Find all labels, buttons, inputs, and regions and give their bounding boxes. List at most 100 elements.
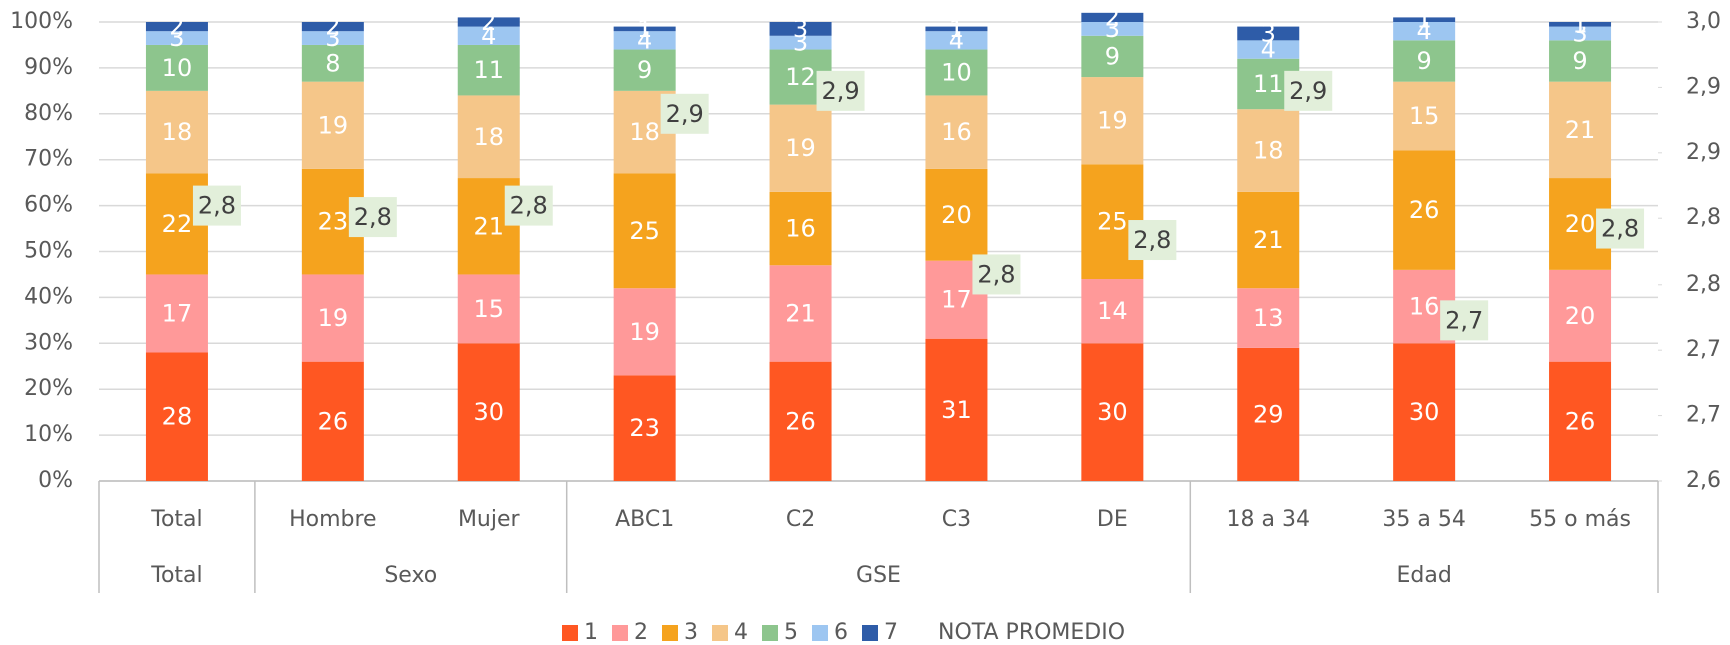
group-label: Edad [1396, 563, 1451, 588]
bar-segment [613, 173, 676, 289]
bar-value-label: 26 [318, 407, 349, 435]
bar-segment [1237, 347, 1300, 481]
bar-segment [1549, 361, 1612, 481]
bar-segment [1393, 40, 1456, 82]
line-value-label: 2,8 [1601, 215, 1639, 243]
bar-segment [1393, 22, 1456, 41]
line-value-label: 2,9 [666, 100, 704, 128]
legend-swatch [762, 625, 778, 641]
legend-swatch [562, 625, 578, 641]
line-value-label: 2,7 [1445, 306, 1483, 334]
bar-value-label: 4 [481, 22, 496, 50]
legend-swatch [662, 625, 678, 641]
line-point-label-box [1128, 220, 1177, 261]
bar-value-label: 2 [1105, 3, 1120, 31]
line-point-label-box [1440, 300, 1489, 341]
bar-segment [925, 31, 988, 50]
bar-segment [1081, 77, 1144, 165]
bar-segment [1237, 26, 1300, 41]
legend-label: 1 [584, 620, 598, 645]
y2-tick-label: 2,7 [1686, 337, 1721, 362]
bar-segment [145, 44, 208, 91]
bar-value-label: 19 [785, 134, 816, 162]
bar-segment [1393, 17, 1456, 22]
y-tick-label: 30% [24, 330, 73, 355]
y-tick-label: 80% [24, 101, 73, 126]
bar-value-label: 30 [1409, 398, 1440, 426]
bar-segment [1237, 40, 1300, 59]
x-tick-label: Hombre [289, 507, 377, 532]
x-tick-label: DE [1097, 507, 1128, 532]
bar-value-label: 11 [1253, 70, 1284, 98]
legend-label: 5 [784, 620, 798, 645]
bar-value-label: 26 [1409, 196, 1440, 224]
bar-segment [925, 95, 988, 169]
bar-segment [145, 352, 208, 481]
legend-label: 3 [684, 620, 698, 645]
x-tick-label: C2 [786, 507, 815, 532]
bar-value-label: 4 [1417, 17, 1432, 45]
line-value-label: 2,8 [354, 203, 392, 231]
y2-tick-label: 2,6 [1686, 468, 1721, 493]
bar-value-label: 18 [473, 123, 504, 151]
bar-value-label: 20 [941, 201, 972, 229]
bar-segment [1393, 150, 1456, 270]
bar-value-label: 11 [473, 56, 504, 84]
bar-segment [145, 274, 208, 353]
line-value-label: 2,8 [198, 192, 236, 220]
bar-value-label: 15 [473, 295, 504, 323]
bar-value-label: 18 [1253, 137, 1284, 165]
x-tick-label: 18 a 34 [1227, 507, 1310, 532]
bar-value-label: 1 [1417, 6, 1432, 34]
line-value-label: 2,8 [977, 260, 1015, 288]
bar-value-label: 13 [1253, 304, 1284, 332]
bar-value-label: 30 [1097, 398, 1128, 426]
bar-value-label: 12 [785, 63, 816, 91]
bar-segment [1549, 81, 1612, 179]
group-label: GSE [856, 563, 901, 588]
bar-segment [1549, 22, 1612, 27]
bar-value-label: 21 [1565, 116, 1596, 144]
line-point-label-box [816, 70, 865, 111]
bar-segment [1081, 343, 1144, 481]
bar-value-label: 9 [637, 56, 652, 84]
bar-segment [457, 44, 520, 96]
y-tick-label: 50% [24, 239, 73, 264]
bar-value-label: 17 [162, 299, 193, 327]
bar-segment [301, 22, 364, 32]
bar-value-label: 10 [162, 54, 193, 82]
bar-segment [925, 49, 988, 96]
y-tick-label: 60% [24, 193, 73, 218]
bar-value-label: 2 [169, 13, 184, 41]
bar-segment [1237, 288, 1300, 348]
line-point-label-box [348, 197, 397, 238]
y-tick-label: 100% [10, 9, 73, 34]
bar-value-label: 2 [481, 8, 496, 36]
bar-value-label: 28 [162, 403, 193, 431]
legend-label: 6 [834, 620, 848, 645]
bar-value-label: 16 [941, 118, 972, 146]
bar-segment [1549, 40, 1612, 82]
bar-segment [457, 17, 520, 27]
y2-tick-label: 2,8 [1686, 272, 1721, 297]
bar-value-label: 1 [1572, 10, 1587, 38]
bar-segment [925, 338, 988, 481]
bar-segment [925, 168, 988, 261]
legend-label: 2 [634, 620, 648, 645]
bar-value-label: 18 [629, 118, 660, 146]
x-tick-label: 35 a 54 [1382, 507, 1465, 532]
x-tick-label: ABC1 [615, 507, 674, 532]
bar-segment [769, 191, 832, 266]
y-tick-label: 10% [24, 422, 73, 447]
bar-value-label: 23 [629, 414, 660, 442]
line-point-label-box [972, 254, 1021, 295]
bar-segment [1237, 191, 1300, 289]
x-tick-label: Mujer [458, 507, 521, 532]
bar-segment [301, 81, 364, 169]
bar-value-label: 23 [318, 208, 349, 236]
line-value-label: 2,9 [821, 77, 859, 105]
bar-segment [1237, 109, 1300, 192]
bar-value-label: 20 [1565, 210, 1596, 238]
legend-swatch [712, 625, 728, 641]
